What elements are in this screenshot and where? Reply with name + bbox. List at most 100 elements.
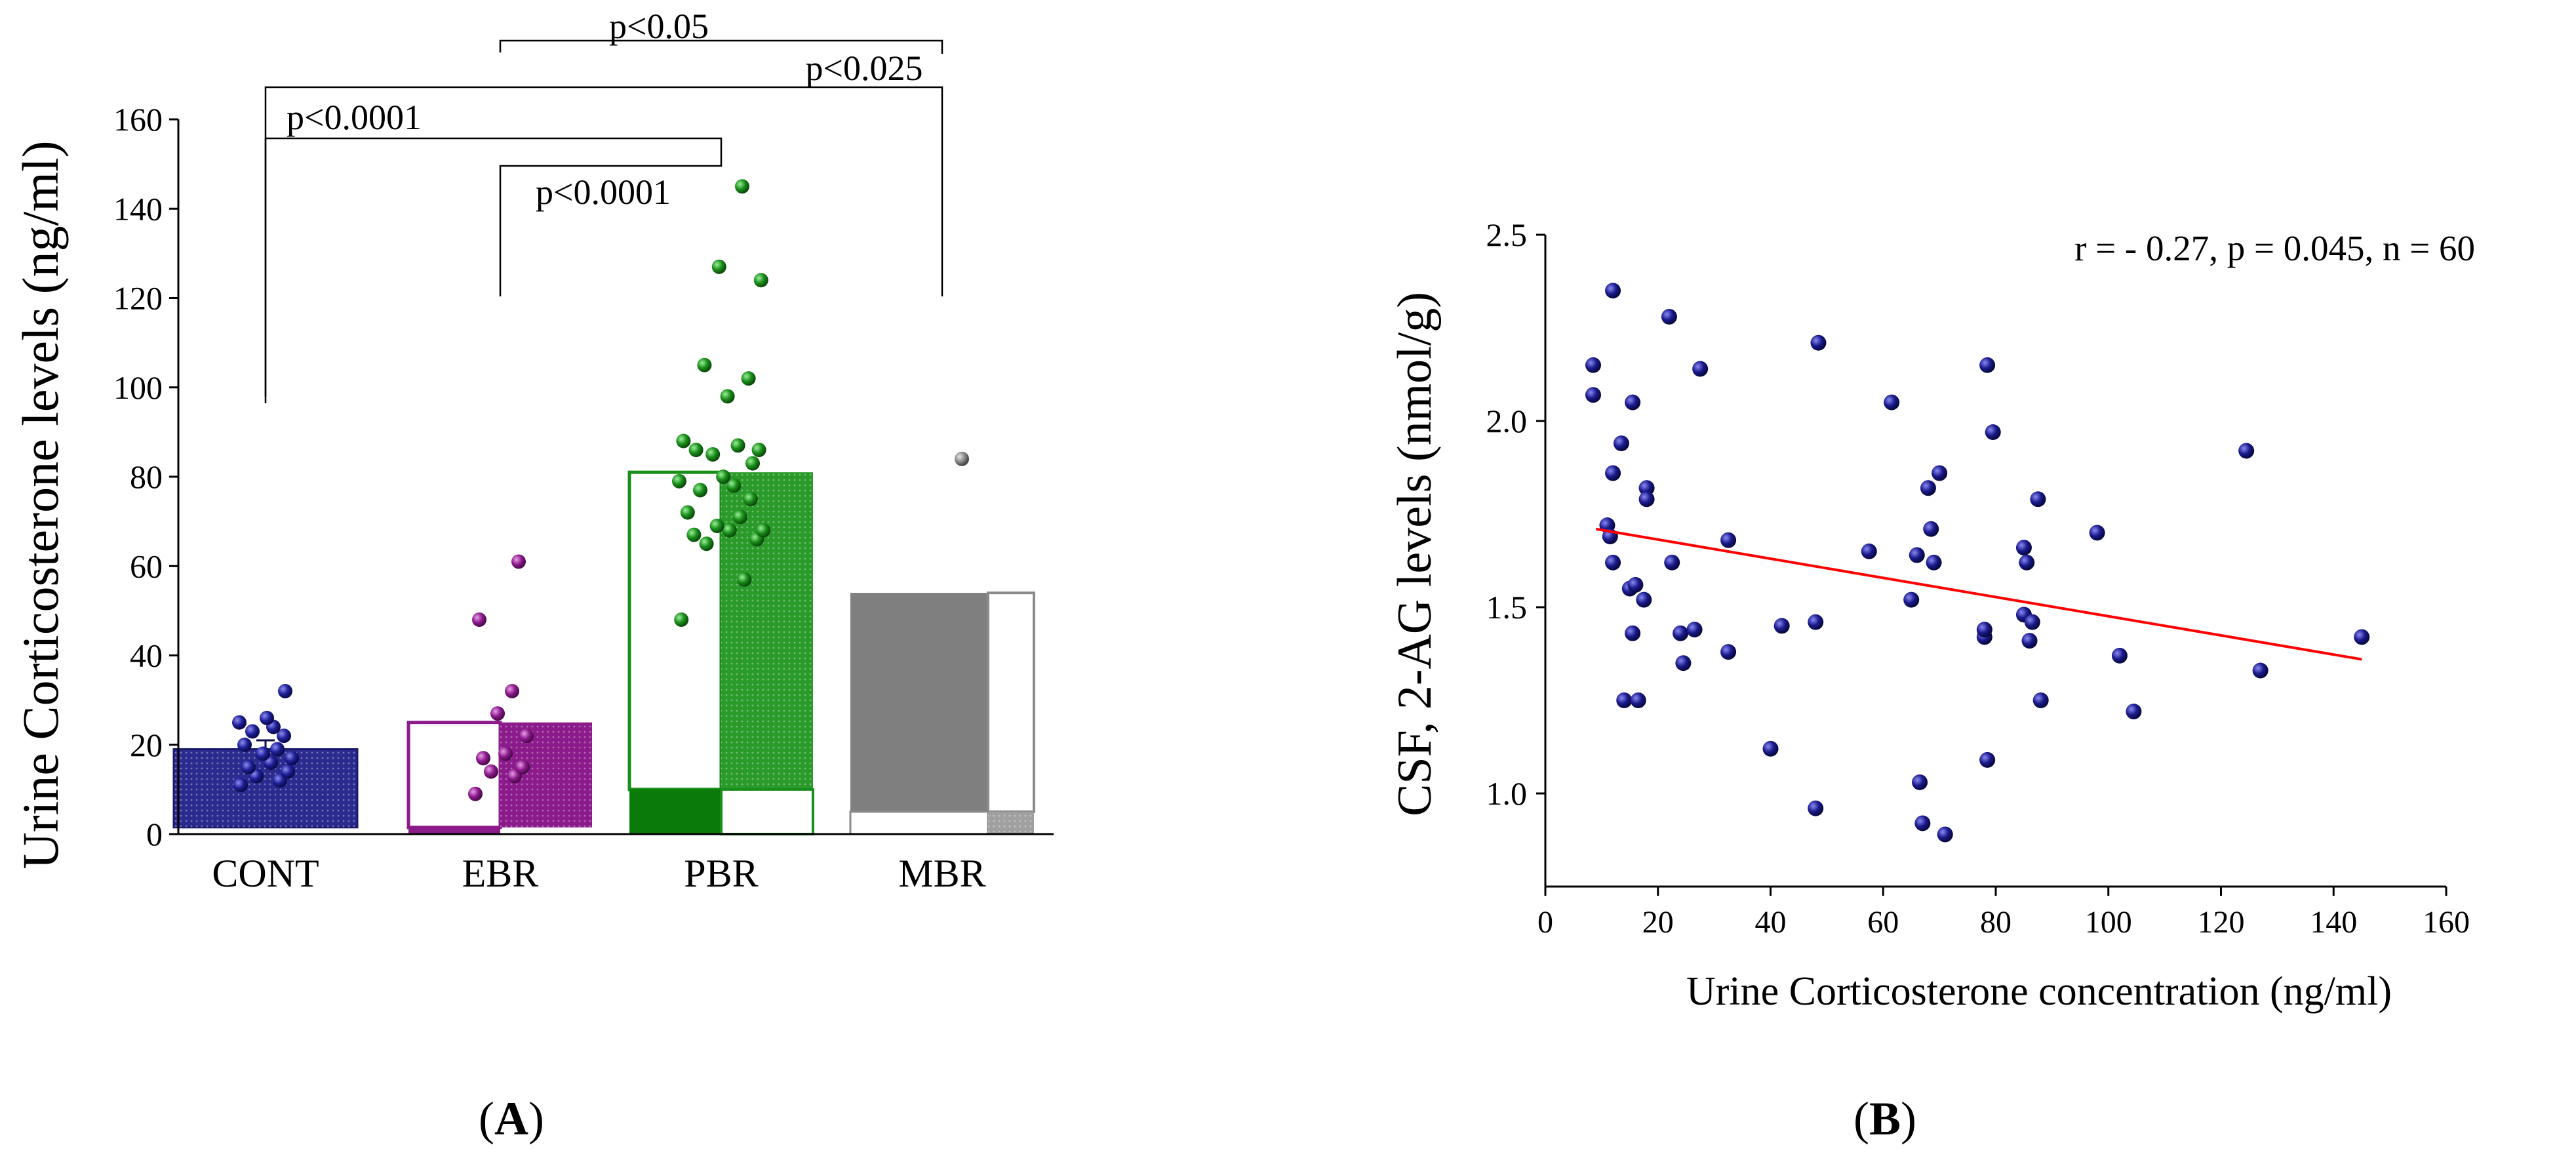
data-point xyxy=(484,764,498,779)
panel-b-label: (B) xyxy=(1853,1092,1916,1145)
data-point xyxy=(281,764,295,779)
data-point xyxy=(753,273,768,288)
data-point xyxy=(737,572,752,587)
bar-mbr xyxy=(849,591,1035,835)
data-point xyxy=(720,389,735,404)
scatter-point xyxy=(1613,435,1629,452)
scatter-point xyxy=(1720,644,1737,660)
scatter-point xyxy=(1914,815,1931,831)
bracket-cont-pbr xyxy=(264,137,723,397)
scatter-point xyxy=(1605,283,1621,299)
y-tick-label: 2.5 xyxy=(1486,216,1528,253)
significance-brackets: p<0.05 p<0.025 p<0.0001 p<0.0001 xyxy=(264,7,943,403)
panel-a-close: ) xyxy=(528,1092,544,1145)
scatter-point xyxy=(1673,625,1689,641)
bar-left-lower xyxy=(849,810,989,835)
data-point xyxy=(468,786,483,801)
x-tick-label: 120 xyxy=(2198,905,2245,940)
scatter-point xyxy=(1616,692,1633,708)
x-tick-label: 20 xyxy=(1642,905,1674,940)
scatter-point xyxy=(1675,655,1692,671)
scatter-point xyxy=(2089,525,2105,541)
scatter-point xyxy=(1720,532,1737,548)
data-point xyxy=(519,729,534,744)
data-point xyxy=(741,371,756,386)
x-tick-label: 100 xyxy=(2085,905,2132,940)
scatter-point xyxy=(1979,751,1996,768)
y-tick-label: 1.0 xyxy=(1486,775,1528,812)
bar-left-lower xyxy=(629,789,721,834)
scatter-point xyxy=(1630,692,1646,708)
scatter-point xyxy=(1664,554,1680,570)
data-point xyxy=(751,443,766,458)
bar-right-lower xyxy=(720,788,814,835)
scatter-point xyxy=(2030,491,2046,508)
scatter-point xyxy=(1686,622,1703,638)
y-axis-ticks: 0 20 40 60 80 100 120 140 160 xyxy=(113,101,178,852)
trendline xyxy=(1595,527,2362,661)
data-point xyxy=(732,510,747,525)
panel-b-open: ( xyxy=(1853,1092,1869,1145)
bar-texture xyxy=(988,811,1034,834)
x-tick-label: 80 xyxy=(1980,905,2011,940)
data-point xyxy=(270,742,285,757)
scatter-point xyxy=(1985,424,2001,441)
scatter-point xyxy=(1661,308,1677,325)
data-point xyxy=(726,478,742,493)
scatter-point xyxy=(1920,480,1936,496)
data-point xyxy=(711,259,726,274)
data-point xyxy=(476,751,490,766)
bars xyxy=(172,470,1035,835)
scatter-point xyxy=(2354,629,2370,645)
scatter-point xyxy=(2238,443,2255,459)
scatter-point xyxy=(2126,704,2142,720)
x-tick-label: MBR xyxy=(898,852,985,895)
bracket-ebr-mbr xyxy=(499,39,943,54)
x-tick-label: 140 xyxy=(2310,905,2357,940)
scatter-point xyxy=(1605,554,1621,570)
data-point xyxy=(730,438,745,453)
data-point xyxy=(676,433,691,449)
bar-ebr xyxy=(406,721,592,834)
data-point xyxy=(709,518,724,533)
y-tick-label: 160 xyxy=(113,101,163,138)
x-axis-ticks: CONT EBR PBR MBR xyxy=(212,852,985,895)
data-point xyxy=(688,443,703,458)
data-point xyxy=(686,527,702,542)
y-tick-label: 120 xyxy=(113,280,163,317)
data-point xyxy=(256,746,270,761)
data-point xyxy=(511,554,526,569)
data-point xyxy=(955,451,969,466)
y-axis-ticks: 1.0 1.5 2.0 2.5 xyxy=(1486,216,1545,812)
x-tick-label: PBR xyxy=(684,852,758,895)
p-value-label: p<0.025 xyxy=(806,49,923,88)
y-tick-label: 100 xyxy=(113,369,163,406)
scatter-point xyxy=(1627,576,1644,593)
scatter-point xyxy=(1937,826,1953,843)
scatter-point xyxy=(1808,614,1824,630)
scatter-point xyxy=(1773,618,1790,634)
data-point xyxy=(285,751,299,766)
data-point xyxy=(674,612,689,627)
y-axis-label: Urine Corticosterone levels (ng/ml) xyxy=(12,140,69,869)
scatter-point xyxy=(1810,334,1827,351)
data-point xyxy=(699,536,714,551)
data-point xyxy=(672,473,686,489)
scatter-point xyxy=(2021,633,2038,649)
data-point xyxy=(241,759,256,774)
panel-a-open: ( xyxy=(479,1092,494,1145)
bar-left-upper xyxy=(627,470,723,791)
bar-base-strip xyxy=(408,827,500,834)
data-point xyxy=(745,456,760,471)
scatter-point xyxy=(1625,394,1641,410)
data-point xyxy=(260,710,274,725)
scatter-point xyxy=(2111,647,2128,664)
data-point xyxy=(505,684,519,698)
x-tick-label: CONT xyxy=(212,852,319,895)
data-points xyxy=(232,179,969,801)
scatter-point xyxy=(1808,800,1824,816)
y-tick-label: 2.0 xyxy=(1486,403,1528,439)
scatter-point xyxy=(1976,622,1992,638)
data-point xyxy=(233,778,248,793)
